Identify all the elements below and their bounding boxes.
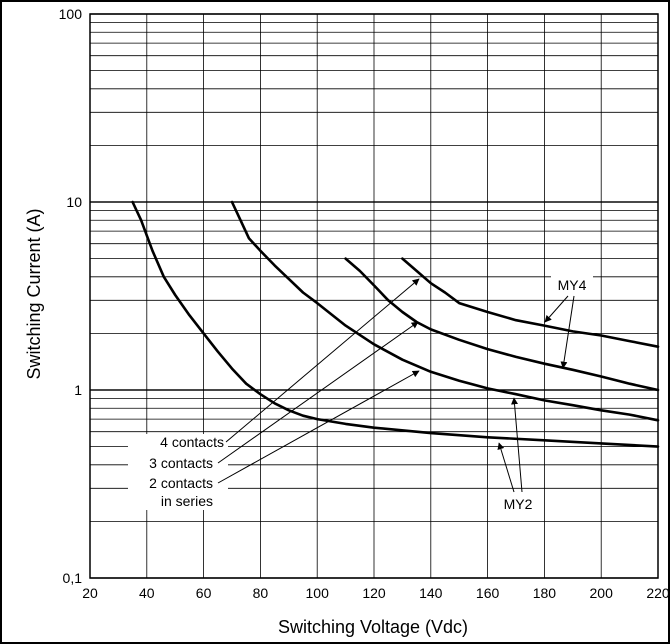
my4-arrow-upper — [544, 295, 569, 323]
my2-label: MY2 — [504, 496, 533, 512]
x-tick-label: 160 — [476, 585, 500, 601]
my2-label-background — [497, 495, 539, 513]
annotation-2-contacts: 2 contacts — [149, 475, 213, 491]
x-tick-label: 180 — [533, 585, 557, 601]
annotation-3-contacts: 3 contacts — [149, 455, 213, 471]
y-tick-label: 0,1 — [63, 570, 83, 586]
tick-labels: 20 40 60 80 100 120 140 160 180 200 220 100 10 1 0,1 — [59, 6, 670, 601]
x-tick-label: 140 — [419, 585, 443, 601]
y-tick-label: 1 — [74, 382, 82, 398]
x-tick-label: 60 — [196, 585, 212, 601]
my2-arrow-left — [497, 442, 515, 493]
annotation-in-series: in series — [161, 493, 213, 509]
my4-label: MY4 — [558, 277, 587, 293]
gridlines — [89, 13, 659, 579]
arrow-3-contacts — [217, 321, 419, 464]
x-axis-label: Switching Voltage (Vdc) — [278, 617, 468, 637]
contacts-annotation: 4 contacts 3 contacts 2 contacts in seri… — [128, 278, 420, 510]
contacts-label-background — [128, 434, 228, 510]
x-tick-label: 120 — [362, 585, 386, 601]
series-lines — [131, 200, 660, 448]
y-tick-label: 10 — [66, 194, 82, 210]
x-tick-label: 40 — [139, 585, 155, 601]
my4-arrow-lower — [560, 295, 575, 369]
my4-label-background — [551, 276, 593, 294]
plot-border — [89, 13, 659, 579]
my2-arrow-right — [511, 397, 523, 493]
series-line-2 — [230, 200, 660, 422]
x-tick-label: 200 — [590, 585, 614, 601]
arrow-2-contacts — [217, 370, 420, 484]
annotation-4-contacts: 4 contacts — [160, 434, 224, 450]
x-tick-label: 100 — [306, 585, 330, 601]
x-tick-label: 220 — [646, 585, 670, 601]
arrow-4-contacts — [225, 278, 420, 443]
y-tick-label: 100 — [59, 6, 83, 22]
my2-annotation: MY2 — [497, 397, 539, 513]
x-tick-label: 80 — [253, 585, 269, 601]
x-tick-label: 20 — [82, 585, 98, 601]
series-line-4 — [401, 257, 660, 349]
series-line-1 — [131, 200, 660, 448]
series-line-3 — [344, 257, 660, 392]
my4-annotation: MY4 — [544, 276, 593, 369]
y-axis-label: Switching Current (A) — [24, 208, 44, 379]
